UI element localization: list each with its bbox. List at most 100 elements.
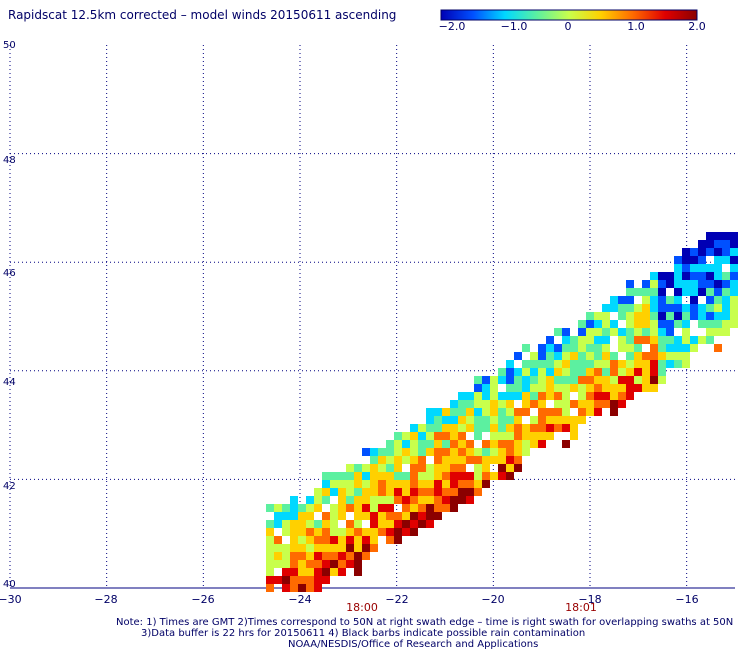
wind-diff-cell xyxy=(282,576,290,584)
wind-diff-cell xyxy=(570,384,578,392)
wind-diff-cell xyxy=(618,384,626,392)
wind-diff-cell xyxy=(482,456,490,464)
wind-diff-cell xyxy=(602,352,610,360)
wind-diff-cell xyxy=(682,344,690,352)
wind-diff-cell xyxy=(266,568,274,576)
wind-diff-cell xyxy=(402,440,410,448)
wind-diff-cell xyxy=(658,320,666,328)
wind-diff-cell xyxy=(634,328,642,336)
wind-diff-cell xyxy=(610,320,618,328)
wind-diff-cell xyxy=(522,376,530,384)
wind-diff-cell xyxy=(466,448,474,456)
wind-diff-cell xyxy=(562,424,570,432)
wind-diff-cell xyxy=(418,520,426,528)
wind-diff-cell xyxy=(562,376,570,384)
wind-diff-cell xyxy=(722,256,730,264)
wind-diff-cell xyxy=(578,336,586,344)
wind-diff-cell xyxy=(706,296,714,304)
wind-diff-cell xyxy=(386,480,394,488)
wind-diff-cell xyxy=(402,496,410,504)
wind-diff-cell xyxy=(658,328,666,336)
wind-diff-cell xyxy=(394,488,402,496)
wind-diff-cell xyxy=(482,392,490,400)
wind-diff-cell xyxy=(354,520,362,528)
lon-label: −22 xyxy=(385,593,409,606)
wind-diff-cell xyxy=(290,504,298,512)
wind-diff-cell xyxy=(498,392,506,400)
wind-diff-cell xyxy=(618,328,626,336)
wind-diff-cell xyxy=(418,512,426,520)
wind-diff-cell xyxy=(514,352,522,360)
wind-diff-cell xyxy=(602,376,610,384)
wind-diff-cell xyxy=(386,448,394,456)
wind-diff-cell xyxy=(282,512,290,520)
colorbar-tick: −2.0 xyxy=(438,20,466,33)
lon-label: −26 xyxy=(191,593,215,606)
wind-diff-cell xyxy=(466,480,474,488)
wind-diff-cell xyxy=(554,352,562,360)
wind-diff-cell xyxy=(642,304,650,312)
wind-diff-cell xyxy=(522,392,530,400)
wind-diff-cell xyxy=(458,496,466,504)
wind-diff-cell xyxy=(330,560,338,568)
wind-diff-cell xyxy=(682,320,690,328)
wind-diff-cell xyxy=(314,496,322,504)
wind-diff-cell xyxy=(706,264,714,272)
wind-diff-cell xyxy=(538,432,546,440)
wind-diff-cell xyxy=(378,496,386,504)
wind-diff-cell xyxy=(282,520,290,528)
wind-diff-cell xyxy=(706,248,714,256)
wind-diff-cell xyxy=(290,520,298,528)
wind-diff-cell xyxy=(570,336,578,344)
wind-diff-cell xyxy=(570,400,578,408)
wind-diff-cell xyxy=(586,360,594,368)
wind-diff-cell xyxy=(674,256,682,264)
wind-diff-cell xyxy=(386,456,394,464)
wind-diff-cell xyxy=(722,280,730,288)
wind-diff-cell xyxy=(290,544,298,552)
wind-diff-cell xyxy=(346,464,354,472)
wind-diff-cell xyxy=(530,400,538,408)
wind-diff-cell xyxy=(658,352,666,360)
wind-diff-cell xyxy=(386,488,394,496)
wind-diff-cell xyxy=(522,448,530,456)
wind-diff-cell xyxy=(562,440,570,448)
wind-diff-cell xyxy=(730,280,738,288)
wind-diff-cell xyxy=(546,376,554,384)
wind-diff-cell xyxy=(714,272,722,280)
wind-diff-cell xyxy=(274,544,282,552)
wind-diff-cell xyxy=(570,368,578,376)
wind-diff-cell xyxy=(506,432,514,440)
wind-diff-cell xyxy=(706,232,714,240)
wind-diff-cell xyxy=(682,312,690,320)
wind-diff-cell xyxy=(706,272,714,280)
wind-diff-cell xyxy=(482,448,490,456)
wind-diff-cell xyxy=(338,528,346,536)
wind-diff-cell xyxy=(626,384,634,392)
wind-diff-cell xyxy=(466,456,474,464)
wind-diff-cell xyxy=(698,312,706,320)
wind-diff-cell xyxy=(306,512,314,520)
wind-diff-cell xyxy=(322,544,330,552)
wind-diff-cell xyxy=(658,360,666,368)
wind-diff-cell xyxy=(722,296,730,304)
wind-diff-cell xyxy=(370,520,378,528)
wind-diff-cell xyxy=(402,472,410,480)
wind-diff-cell xyxy=(418,472,426,480)
wind-diff-cell xyxy=(474,448,482,456)
wind-diff-cell xyxy=(450,456,458,464)
wind-diff-cell xyxy=(650,384,658,392)
wind-diff-cell xyxy=(306,496,314,504)
wind-diff-cell xyxy=(610,376,618,384)
wind-diff-cell xyxy=(282,560,290,568)
wind-diff-cell xyxy=(610,360,618,368)
wind-diff-cell xyxy=(666,336,674,344)
wind-diff-cell xyxy=(306,576,314,584)
wind-diff-cell xyxy=(522,384,530,392)
wind-diff-cell xyxy=(394,440,402,448)
wind-diff-cell xyxy=(450,464,458,472)
wind-diff-cell xyxy=(378,520,386,528)
wind-diff-cell xyxy=(682,336,690,344)
wind-diff-cell xyxy=(690,272,698,280)
